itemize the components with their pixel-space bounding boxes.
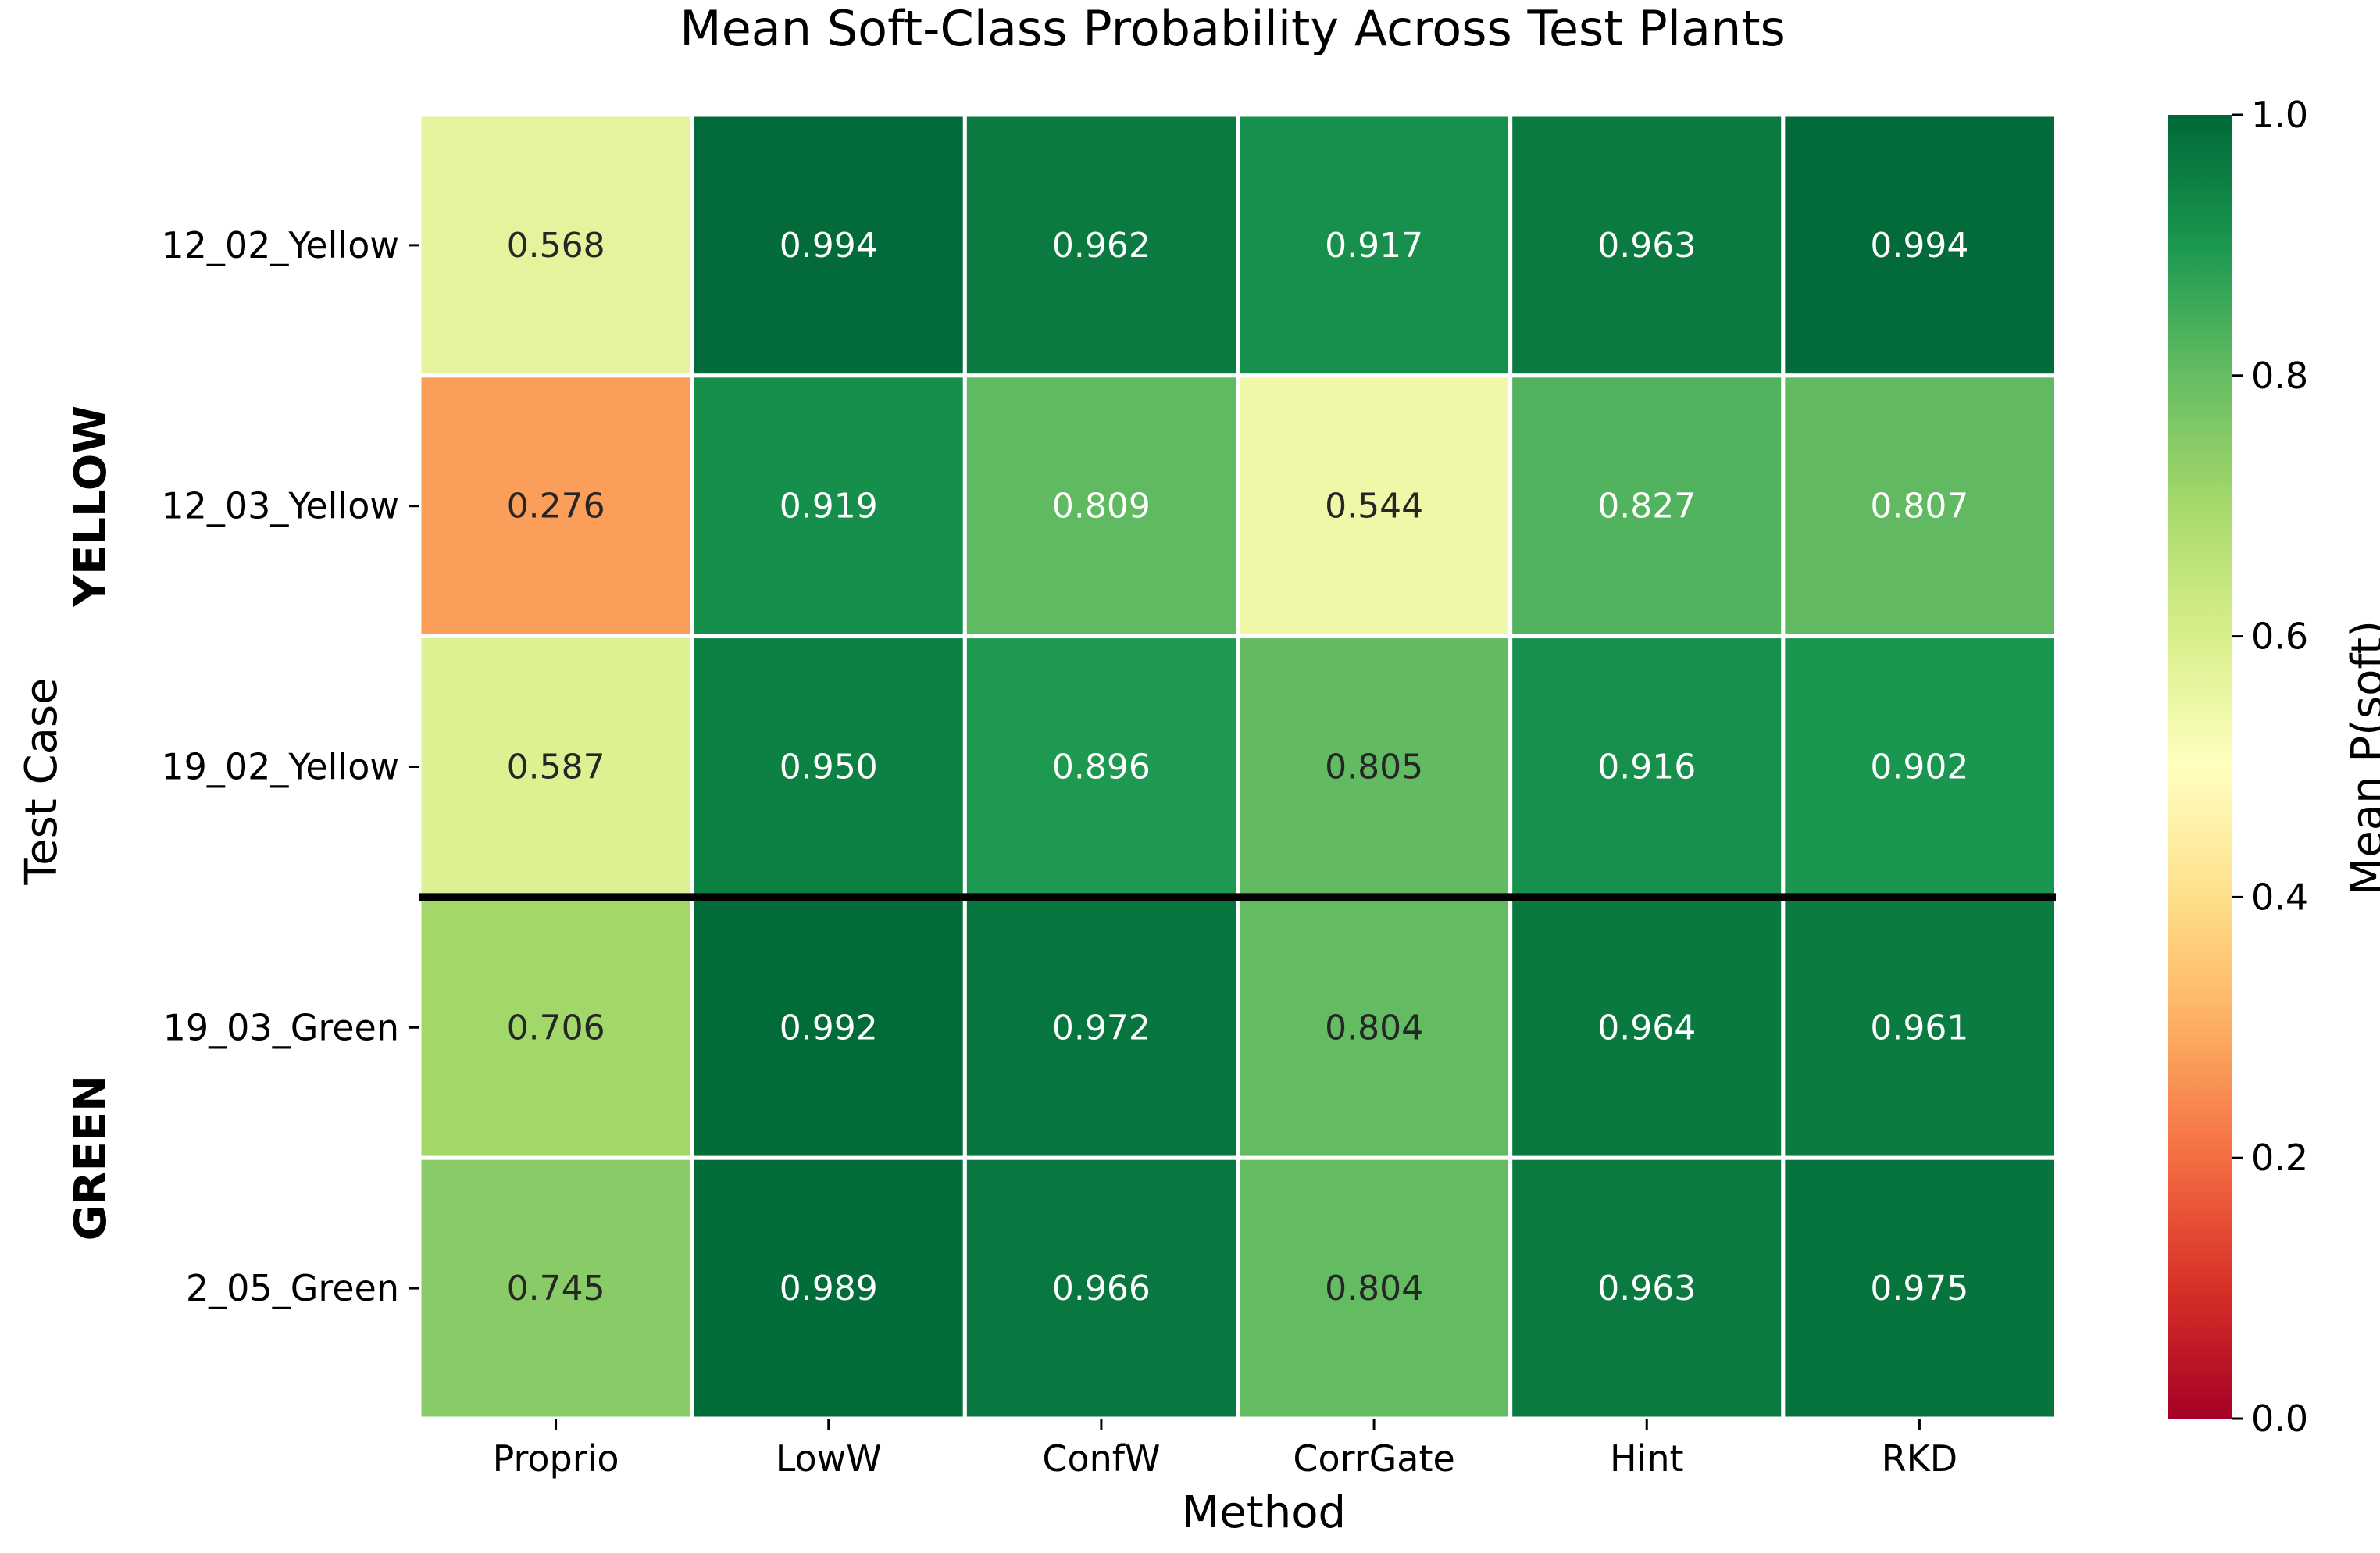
cell-value-label: 0.896 bbox=[1052, 748, 1151, 787]
chart-title: Mean Soft-Class Probability Across Test … bbox=[680, 0, 1786, 57]
cell-value-label: 0.989 bbox=[780, 1269, 878, 1308]
row-group-label: YELLOW bbox=[66, 405, 116, 608]
heatmap-cell bbox=[962, 112, 1240, 378]
cell-value-label: 0.964 bbox=[1597, 1008, 1696, 1048]
cell-value-label: 0.804 bbox=[1325, 1269, 1423, 1308]
cell-value-label: 0.963 bbox=[1597, 1269, 1696, 1308]
cell-value-label: 0.966 bbox=[1052, 1269, 1151, 1308]
cell-value-label: 0.963 bbox=[1597, 226, 1696, 266]
heatmap-cell bbox=[1781, 894, 2058, 1160]
cell-value-label: 0.950 bbox=[780, 748, 878, 787]
x-axis-ticks: Proprio LowW ConfW CorrGate Hint RKD bbox=[493, 1419, 1958, 1480]
cell-value-label: 0.962 bbox=[1052, 226, 1151, 266]
colorbar-tick-label: 1.0 bbox=[2251, 94, 2308, 136]
heatmap-cell bbox=[417, 112, 694, 378]
y-tick-label: 12_03_Yellow bbox=[161, 485, 399, 527]
heatmap-cell bbox=[690, 112, 967, 378]
cell-value-label: 0.568 bbox=[507, 226, 605, 266]
cell-value-label: 0.804 bbox=[1325, 1008, 1423, 1048]
heatmap-cell bbox=[1781, 373, 2058, 639]
heatmap-cell bbox=[1781, 1155, 2058, 1421]
heatmap-cell bbox=[1508, 634, 1786, 899]
row-group-labels: YELLOW GREEN bbox=[66, 405, 2056, 1241]
heatmap-cell bbox=[690, 894, 967, 1160]
heatmap-cell bbox=[1781, 634, 2058, 899]
heatmap-cell bbox=[690, 634, 967, 899]
heatmap-cell bbox=[417, 894, 694, 1160]
row-group-label: GREEN bbox=[66, 1075, 116, 1241]
x-axis-label: Method bbox=[1182, 1487, 1346, 1538]
heatmap-cell bbox=[1508, 894, 1786, 1160]
colorbar-gradient-bar bbox=[2168, 115, 2232, 1419]
heatmap-cell bbox=[1781, 112, 2058, 378]
cell-value-label: 0.902 bbox=[1870, 748, 1968, 787]
heatmap-cell bbox=[1236, 112, 1513, 378]
cell-value-label: 0.975 bbox=[1870, 1269, 1968, 1308]
y-tick-label: 2_05_Green bbox=[186, 1267, 399, 1309]
cell-value-label: 0.706 bbox=[507, 1008, 605, 1048]
cell-value-label: 0.994 bbox=[1870, 226, 1968, 266]
x-tick-label: Proprio bbox=[493, 1437, 619, 1480]
heatmap-cell bbox=[1236, 634, 1513, 899]
heatmap-cell bbox=[962, 1155, 1240, 1421]
x-tick-label: CorrGate bbox=[1293, 1437, 1454, 1480]
x-tick-label: Hint bbox=[1610, 1437, 1684, 1480]
colorbar-tick-label: 0.6 bbox=[2251, 616, 2308, 658]
cell-value-label: 0.919 bbox=[780, 487, 878, 527]
cell-value-label: 0.917 bbox=[1325, 226, 1423, 266]
heatmap-cells bbox=[417, 112, 2058, 1421]
y-tick-label: 19_03_Green bbox=[163, 1006, 399, 1048]
heatmap-cell bbox=[1236, 373, 1513, 639]
cell-value-label: 0.972 bbox=[1052, 1008, 1151, 1048]
cell-value-label: 0.805 bbox=[1325, 748, 1423, 787]
cell-value-label: 0.827 bbox=[1597, 487, 1696, 527]
x-tick-label: RKD bbox=[1882, 1437, 1958, 1480]
colorbar-tick-label: 0.2 bbox=[2251, 1137, 2308, 1179]
cell-value-label: 0.544 bbox=[1325, 487, 1423, 527]
cell-value-label: 0.961 bbox=[1870, 1008, 1968, 1048]
colorbar-tick-label: 0.8 bbox=[2251, 355, 2308, 397]
heatmap-cell bbox=[417, 1155, 694, 1421]
heatmap-cell bbox=[962, 894, 1240, 1160]
heatmap-cell bbox=[1236, 1155, 1513, 1421]
colorbar-tick-label: 0.0 bbox=[2251, 1398, 2308, 1440]
heatmap-cell bbox=[690, 373, 967, 639]
cell-value-label: 0.587 bbox=[507, 748, 605, 787]
y-axis-label: Test Case bbox=[16, 677, 67, 885]
cell-value-label: 0.276 bbox=[507, 487, 605, 527]
x-tick-label: LowW bbox=[776, 1437, 882, 1480]
cell-value-label: 0.809 bbox=[1052, 487, 1151, 527]
heatmap-cell bbox=[1508, 1155, 1786, 1421]
cell-value-label: 0.994 bbox=[780, 226, 878, 266]
y-tick-label: 12_02_Yellow bbox=[161, 224, 399, 266]
y-tick-label: 19_02_Yellow bbox=[161, 746, 399, 788]
cell-value-label: 0.916 bbox=[1597, 748, 1696, 787]
cell-annotations: 0.568 0.994 0.962 0.917 0.963 0.994 0.276 0.919… bbox=[507, 226, 1969, 1308]
cell-value-label: 0.992 bbox=[780, 1008, 878, 1048]
y-axis-ticks: 12_02_Yellow 12_03_Yellow 19_02_Yellow 19_0… bbox=[161, 224, 419, 1309]
x-tick-label: ConfW bbox=[1042, 1437, 1160, 1480]
colorbar: 0.0 0.2 0.4 0.6 0.8 1.0 bbox=[2168, 94, 2308, 1440]
colorbar-tick-label: 0.4 bbox=[2251, 876, 2308, 918]
colorbar-label: Mean P(soft) bbox=[2343, 620, 2380, 895]
cell-value-label: 0.807 bbox=[1870, 487, 1968, 527]
cell-value-label: 0.745 bbox=[507, 1269, 605, 1308]
